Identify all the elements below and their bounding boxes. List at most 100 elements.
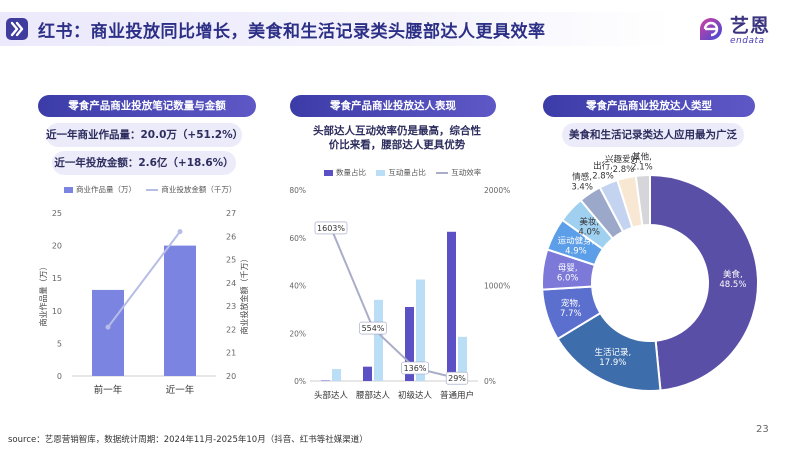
y-tick-label: 60% [289,234,306,243]
right-panel-subtitle: 零食产品商业投放达人类型 [543,95,755,117]
slice-label-line: 17.9% [599,358,626,368]
slice-label-6: 情感, 3.4% [571,172,593,193]
x-tick-label: 头部达人 [314,390,349,401]
slice-label-line: 7.7% [560,309,582,319]
slice-label-line: 48.5% [719,280,746,290]
middle-note-line2: 价比来看，腰部达人更具优势 [328,139,466,151]
line-amount [107,231,181,328]
bar-interact-0 [332,369,341,381]
x-tick-label: 初级达人 [398,390,433,401]
slice-label-line: 2.8% [592,171,614,181]
y2-tick-label: 24 [226,279,236,288]
legend-label-amount: 商业投放金额（千万） [161,185,237,194]
data-label-efficiency-3: 29% [448,374,466,383]
left-panel-subtitle: 零食产品商业投放笔记数量与金额 [38,95,256,117]
donut-chart: 美食, 48.5% 生活记录, 17.9% 宠物, 7.7% 母婴, 6.0% 运动健身, 4.9… [541,151,759,392]
header: 红书：商业投放同比增长，美食和生活记录类头腰部达人更具效率 艺恩 endata [0,6,799,50]
left-chart-legend: 商业作品量（万） 商业投放金额（千万） [64,184,244,195]
slice-label-7: 出行, 2.8% [592,160,614,181]
slice-label-line: 运动健身, [558,235,595,246]
middle-chart: 0% 20% 40% 60% 80% 0% 1000% 2000% 头部达人 腰部达人 初级达人 普通… [289,186,510,401]
slice-label-line: 6.0% [557,273,579,283]
slice-label-line: 兴趣爱好, [605,154,642,165]
legend-swatch-interact [376,170,386,176]
slice-label-line: 2.1% [631,162,653,172]
legend-swatch-works [64,187,73,193]
x-tick-label: 普通用户 [440,390,474,401]
slice-label-8: 兴趣爱好, 2.8% [605,154,642,175]
y-tick-label: 80% [289,186,306,195]
x-tick-label: 前一年 [94,384,123,396]
middle-note: 头部达人互动效率仍是最高，综合性 价比来看，腰部达人更具优势 [302,124,492,152]
data-label-box-3 [445,371,469,385]
source-note: source：艺恩营销智库，数据统计周期：2024年11月-2025年10月（抖… [8,435,368,445]
data-label-efficiency-1: 554% [362,324,385,333]
bar-interact-1 [374,299,383,381]
page-title: 红书：商业投放同比增长，美食和生活记录类头腰部达人更具效率 [38,22,546,42]
legend-item-count: 数量占比 [324,167,366,178]
y2-tick-label: 1000% [484,282,510,291]
data-label-box-0 [314,221,348,235]
y2-tick-label: 2000% [484,186,510,195]
slice-label-line: 美食, [723,269,743,280]
brand-logo: 艺恩 endata [694,10,794,52]
legend-label-works: 商业作品量（万） [76,185,136,194]
slice-label-0: 美食, 48.5% [719,269,746,290]
y2-tick-label: 0% [484,377,496,386]
data-label-box-1 [359,321,387,335]
y-tick-label: 15 [52,274,62,283]
slice-label-line: 美妆, [579,217,599,228]
legend-label-interact: 互动量占比 [388,168,426,177]
bar-interact-3 [458,336,467,381]
y-tick-label: 40% [289,282,306,291]
y2-axis-label: 商业投放金额（千万） [239,255,249,335]
legend-line-efficiency [436,172,449,174]
slice-label-line: 母婴, [558,263,578,273]
left-chart: 0 5 10 15 20 25 20 21 22 23 24 25 26 27 商业作品量（万） 商业投放金额… [38,209,249,396]
slice-label-line: 出行, [593,160,613,171]
y-axis-label: 商业作品量（万） [38,263,48,327]
bar-count-2 [405,306,414,381]
y-tick-label: 0% [294,377,306,386]
slice-label-3: 母婴, 6.0% [557,263,579,283]
middle-chart-legend: 数量占比 互动量占比 互动效率 [324,167,489,178]
donut-slice-0 [649,173,759,392]
slice-label-2: 宠物, 7.7% [560,298,582,319]
y-tick-label: 25 [52,209,62,218]
double-chevron-icon [6,18,28,40]
legend-item-interact: 互动量占比 [376,167,426,178]
point-amount-1 [177,229,183,235]
y2-tick-label: 23 [226,302,236,311]
slice-label-1: 生活记录, 17.9% [594,347,631,368]
slice-label-5: 美妆, 4.0% [578,217,600,238]
slice-label-9: 其他, 2.1% [631,151,653,172]
middle-note-line1: 头部达人互动效率仍是最高，综合性 [313,125,481,137]
legend-label-efficiency: 互动效率 [451,168,482,177]
title-band [0,12,672,46]
data-label-efficiency-0: 1603% [317,224,345,233]
slice-label-line: 3.4% [571,183,593,193]
y-tick-label: 5 [57,339,62,348]
legend-line-amount [146,189,159,191]
slice-label-line: 4.0% [578,228,600,238]
legend-item-works: 商业作品量（万） [64,184,136,195]
y2-tick-label: 20 [226,372,236,381]
legend-item-efficiency: 互动效率 [436,167,481,178]
y-tick-label: 10 [52,307,62,316]
donut-slice-9 [634,173,651,227]
bar-count-3 [447,231,456,381]
y-tick-label: 20 [52,242,62,251]
y2-tick-label: 22 [226,325,236,334]
y-tick-label: 20% [289,329,306,338]
x-tick-label: 腰部达人 [356,390,391,401]
data-label-box-2 [401,361,429,375]
bar-interact-2 [416,279,425,381]
y2-tick-label: 21 [226,349,236,358]
slice-label-line: 2.8% [613,165,635,175]
legend-swatch-count [324,170,333,176]
stat-works: 近一年商业作品量：20.0万（+51.2%） [46,123,243,147]
slice-label-line: 生活记录, [594,347,631,358]
x-tick-label: 近一年 [166,384,195,396]
line-efficiency [330,227,458,380]
slice-label-line: 4.9% [565,246,587,256]
